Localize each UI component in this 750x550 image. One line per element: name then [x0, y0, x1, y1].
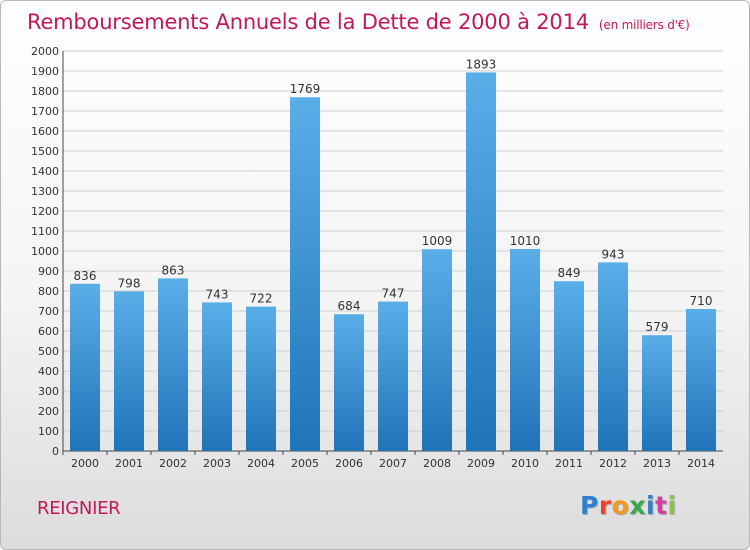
data-label-2002: 863	[162, 263, 185, 277]
data-label-2008: 1009	[422, 234, 453, 248]
data-label-2013: 579	[646, 320, 669, 334]
data-label-2009: 1893	[466, 57, 497, 71]
y-tick-label: 1800	[31, 85, 59, 98]
y-tick-label: 1000	[31, 245, 59, 258]
bar-2003	[202, 302, 232, 451]
y-tick-label: 1200	[31, 205, 59, 218]
bar-2005	[290, 97, 320, 451]
chart-title: Remboursements Annuels de la Dette de 20…	[27, 10, 690, 34]
bar-2013	[642, 335, 672, 451]
x-tick-label: 2002	[159, 457, 187, 470]
town-name: REIGNIER	[37, 498, 121, 519]
data-label-2011: 849	[558, 266, 581, 280]
y-tick-label: 200	[38, 405, 59, 418]
y-tick-label: 0	[52, 445, 59, 458]
data-label-2000: 836	[74, 269, 97, 283]
data-label-2001: 798	[118, 276, 141, 290]
y-tick-label: 100	[38, 425, 59, 438]
y-tick-label: 1700	[31, 105, 59, 118]
data-label-2014: 710	[690, 294, 713, 308]
bar-2011	[554, 281, 584, 451]
y-tick-label: 1500	[31, 145, 59, 158]
bar-2004	[246, 306, 276, 451]
y-tick-label: 700	[38, 305, 59, 318]
y-tick-label: 900	[38, 265, 59, 278]
bars	[70, 72, 716, 452]
data-labels: 836 798 863 743 722 1769 684 747 1009 1893 1010 849…	[74, 57, 713, 334]
x-tick-label: 2001	[115, 457, 143, 470]
data-label-2012: 943	[602, 247, 625, 261]
x-tick-label: 2011	[555, 457, 583, 470]
bar-2008	[422, 249, 452, 451]
x-tick-label: 2005	[291, 457, 319, 470]
bar-2000	[70, 283, 100, 451]
chart-title-text: Remboursements Annuels de la Dette de 20…	[27, 10, 589, 34]
y-tick-label: 500	[38, 345, 59, 358]
bar-2006	[334, 314, 364, 451]
proxiti-logo[interactable]: Proxiti	[580, 491, 677, 520]
x-tick-label: 2009	[467, 457, 495, 470]
y-tick-label: 2000	[31, 45, 59, 58]
x-tick-label: 2008	[423, 457, 451, 470]
bar-2002	[158, 278, 188, 451]
bar-2012	[598, 262, 628, 451]
y-tick-label: 1100	[31, 225, 59, 238]
y-tick-label: 400	[38, 365, 59, 378]
y-tick-label: 1900	[31, 65, 59, 78]
axes: 0 100 200 300 400 500 600 700 800 900 1000 1100 1200…	[31, 45, 723, 470]
x-tick-label: 2004	[247, 457, 275, 470]
data-label-2004: 722	[250, 292, 273, 306]
x-tick-label: 2000	[71, 457, 99, 470]
bar-2009	[466, 72, 496, 452]
data-label-2007: 747	[382, 287, 405, 301]
x-tick-label: 2014	[687, 457, 715, 470]
bar-2014	[686, 309, 716, 451]
bar-2001	[114, 291, 144, 451]
y-tick-label: 1400	[31, 165, 59, 178]
chart-title-unit: (en milliers d'€)	[598, 18, 690, 32]
x-tick-label: 2003	[203, 457, 231, 470]
x-tick-label: 2013	[643, 457, 671, 470]
data-label-2010: 1010	[510, 234, 541, 248]
y-tick-label: 1600	[31, 125, 59, 138]
x-tick-label: 2010	[511, 457, 539, 470]
data-label-2003: 743	[206, 287, 229, 301]
y-tick-label: 600	[38, 325, 59, 338]
x-tick-label: 2012	[599, 457, 627, 470]
bar-2010	[510, 249, 540, 451]
data-label-2005: 1769	[290, 82, 321, 96]
x-tick-label: 2006	[335, 457, 363, 470]
y-tick-label: 300	[38, 385, 59, 398]
data-label-2006: 684	[338, 299, 361, 313]
x-tick-label: 2007	[379, 457, 407, 470]
bar-2007	[378, 301, 408, 451]
y-tick-label: 800	[38, 285, 59, 298]
y-tick-label: 1300	[31, 185, 59, 198]
